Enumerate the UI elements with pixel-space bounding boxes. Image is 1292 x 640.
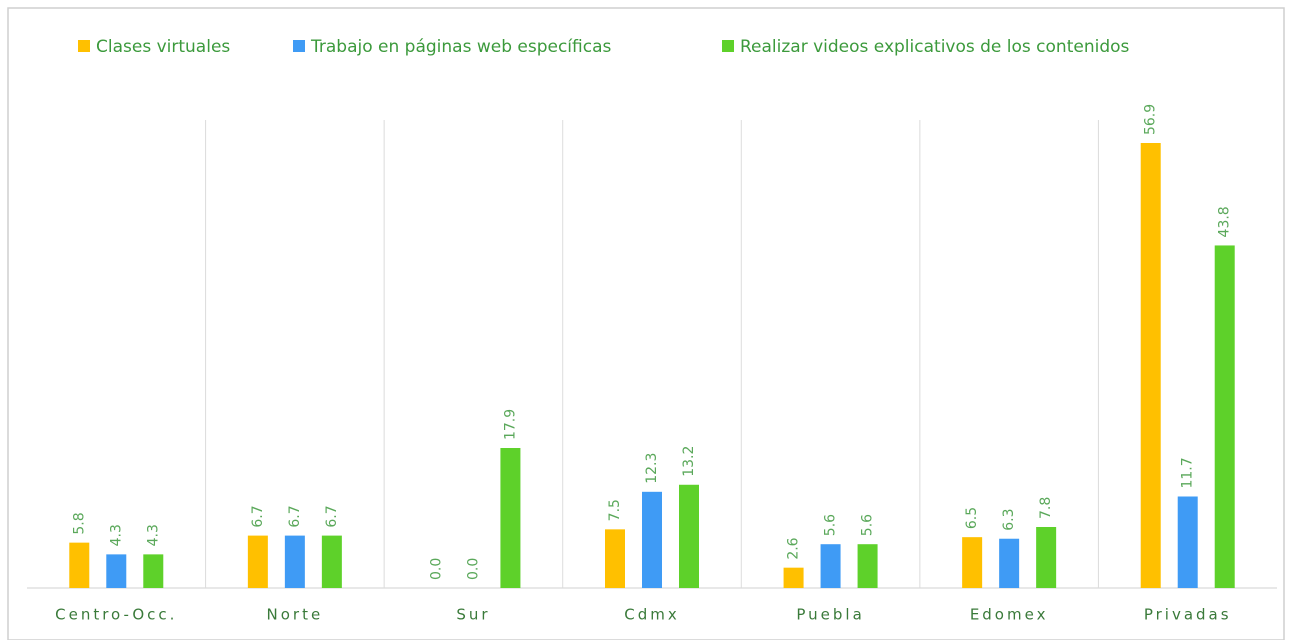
legend-swatch — [722, 40, 734, 52]
data-label: 12.3 — [644, 453, 660, 484]
legend-label: Realizar videos explicativos de los cont… — [740, 37, 1130, 57]
legend-label: Trabajo en páginas web específicas — [310, 37, 612, 57]
bar — [679, 484, 699, 588]
data-label: 0.0 — [428, 558, 444, 580]
data-label: 4.3 — [108, 524, 124, 546]
data-label: 6.7 — [287, 505, 303, 527]
data-label: 56.9 — [1143, 104, 1159, 135]
data-label: 5.8 — [71, 512, 87, 534]
bar — [820, 544, 841, 588]
data-label: 13.2 — [681, 446, 697, 477]
bar — [962, 537, 983, 588]
bar — [321, 535, 342, 588]
bar — [284, 535, 305, 588]
data-label: 7.8 — [1038, 497, 1054, 519]
data-label: 0.0 — [465, 558, 481, 580]
x-tick-label: Privadas — [1144, 606, 1232, 624]
bar — [1140, 143, 1161, 588]
bar — [857, 544, 878, 588]
data-label: 43.8 — [1217, 206, 1233, 237]
legend-swatch — [293, 40, 305, 52]
bar — [247, 535, 268, 588]
x-tick-label: Edomex — [970, 606, 1049, 624]
bar — [605, 529, 625, 588]
bar — [783, 567, 804, 588]
data-label: 5.6 — [823, 514, 839, 536]
data-label: 6.5 — [964, 507, 980, 529]
bar — [642, 491, 662, 588]
bar — [1177, 496, 1198, 588]
data-label: 11.7 — [1180, 457, 1196, 488]
bar — [1036, 526, 1057, 588]
data-label: 5.6 — [860, 514, 876, 536]
bar — [69, 542, 90, 588]
bar — [143, 554, 164, 588]
legend-label: Clases virtuales — [96, 37, 230, 57]
data-label: 6.7 — [250, 505, 266, 527]
x-tick-label: Puebla — [796, 606, 864, 624]
data-label: 4.3 — [145, 524, 161, 546]
data-label: 6.3 — [1001, 508, 1017, 530]
x-tick-label: Norte — [267, 606, 324, 624]
bar — [106, 554, 127, 588]
bar — [1214, 245, 1235, 589]
bar — [500, 448, 521, 588]
x-tick-label: Centro-Occ. — [55, 606, 177, 624]
bar — [999, 538, 1020, 588]
x-tick-label: Cdmx — [624, 606, 679, 624]
data-label: 17.9 — [502, 409, 518, 440]
legend-swatch — [78, 40, 90, 52]
x-tick-label: Sur — [456, 606, 490, 624]
data-label: 6.7 — [324, 505, 340, 527]
data-label: 7.5 — [607, 499, 623, 521]
data-label: 2.6 — [786, 537, 802, 559]
